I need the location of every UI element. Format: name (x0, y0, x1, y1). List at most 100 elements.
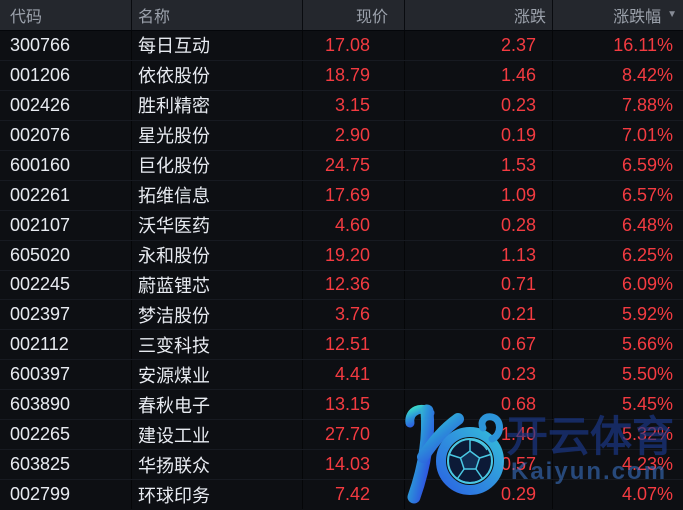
stock-price: 24.75 (303, 150, 405, 180)
header-label: 涨跌 (513, 9, 546, 26)
stock-row[interactable]: 002397 梦洁股份 3.76 0.21 5.92% (0, 300, 683, 331)
stock-code: 001206 (0, 60, 132, 90)
stock-name: 星光股份 (132, 120, 303, 150)
stock-row[interactable]: 002107 沃华医药 4.60 0.28 6.48% (0, 210, 683, 241)
stock-name: 永和股份 (132, 240, 303, 270)
stock-change-pct: 6.25% (621, 244, 673, 265)
stock-row[interactable]: 001206 依依股份 18.79 1.46 8.42% (0, 60, 683, 91)
stock-price: 2.90 (303, 120, 405, 150)
stock-price: 3.15 (303, 90, 405, 120)
stock-change-pct: 5.66% (621, 334, 673, 355)
stock-row[interactable]: 600160 巨化股份 24.75 1.53 6.59% (0, 150, 683, 181)
stock-change: 0.21 (405, 300, 553, 330)
stock-row[interactable]: 002265 建设工业 27.70 1.40 5.32% (0, 420, 683, 451)
stock-row[interactable]: 002261 拓维信息 17.69 1.09 6.57% (0, 180, 683, 211)
stock-change-pct: 4.07% (621, 484, 673, 505)
stock-change: 0.67 (405, 330, 553, 360)
stock-change-pct: 6.59% (621, 154, 673, 175)
stock-change: 0.23 (405, 360, 553, 390)
stock-change: 0.68 (405, 390, 553, 420)
header-label: 代码 (10, 9, 43, 26)
stock-name: 巨化股份 (132, 150, 303, 180)
header-label: 名称 (138, 9, 171, 26)
stock-price: 17.69 (303, 180, 405, 210)
stock-change: 0.19 (405, 120, 553, 150)
stock-change-pct: 7.88% (621, 94, 673, 115)
stock-change-pct: 6.09% (621, 274, 673, 295)
stock-row[interactable]: 300766 每日互动 17.08 2.37 16.11% (0, 31, 683, 61)
stock-name: 华扬联众 (132, 450, 303, 480)
table-body: 300766 每日互动 17.08 2.37 16.11% 001206 依依股… (0, 31, 683, 509)
stock-name: 建设工业 (132, 420, 303, 450)
stock-change: 1.53 (405, 150, 553, 180)
stock-code: 002261 (0, 180, 132, 210)
stock-code: 603825 (0, 450, 132, 480)
stock-change-pct: 5.32% (621, 424, 673, 445)
column-header-name[interactable]: 名称 (132, 0, 303, 30)
stock-name: 三变科技 (132, 330, 303, 360)
stock-code: 002397 (0, 300, 132, 330)
stock-row[interactable]: 600397 安源煤业 4.41 0.23 5.50% (0, 360, 683, 391)
stock-change-pct: 5.50% (621, 364, 673, 385)
stock-code: 002076 (0, 120, 132, 150)
stock-change-pct: 8.42% (621, 64, 673, 85)
stock-code: 600397 (0, 360, 132, 390)
stock-code: 002426 (0, 90, 132, 120)
column-header-pct[interactable]: 涨跌幅 ▼ (553, 0, 683, 30)
table-header: 代码 名称 现价 涨跌 涨跌幅 ▼ (0, 0, 683, 31)
stock-change: 1.46 (405, 60, 553, 90)
stock-row[interactable]: 603890 春秋电子 13.15 0.68 5.45% (0, 390, 683, 421)
stock-change: 1.13 (405, 240, 553, 270)
stock-name: 环球印务 (132, 480, 303, 509)
stock-name: 梦洁股份 (132, 300, 303, 330)
sort-desc-icon: ▼ (667, 9, 677, 20)
stock-change-pct: 6.57% (621, 184, 673, 205)
stock-price: 13.15 (303, 390, 405, 420)
stock-change-pct: 4.23% (621, 454, 673, 475)
stock-change: 1.09 (405, 180, 553, 210)
stock-code: 002112 (0, 330, 132, 360)
stock-code: 002265 (0, 420, 132, 450)
stock-price: 17.08 (303, 31, 405, 60)
stock-change: 2.37 (405, 31, 553, 60)
stock-row[interactable]: 002076 星光股份 2.90 0.19 7.01% (0, 120, 683, 151)
stock-code: 002107 (0, 210, 132, 240)
stock-row[interactable]: 605020 永和股份 19.20 1.13 6.25% (0, 240, 683, 271)
column-header-change[interactable]: 涨跌 (405, 0, 553, 30)
stock-price: 18.79 (303, 60, 405, 90)
stock-row[interactable]: 002426 胜利精密 3.15 0.23 7.88% (0, 90, 683, 121)
stock-name: 春秋电子 (132, 390, 303, 420)
stock-name: 每日互动 (132, 31, 303, 60)
stock-row[interactable]: 002112 三变科技 12.51 0.67 5.66% (0, 330, 683, 361)
stock-row[interactable]: 603825 华扬联众 14.03 0.57 4.23% (0, 450, 683, 481)
stock-price: 3.76 (303, 300, 405, 330)
stock-row[interactable]: 002799 环球印务 7.42 0.29 4.07% (0, 480, 683, 509)
stock-change: 0.71 (405, 270, 553, 300)
stock-name: 蔚蓝锂芯 (132, 270, 303, 300)
stock-price: 12.51 (303, 330, 405, 360)
stock-price: 4.60 (303, 210, 405, 240)
stock-change: 0.28 (405, 210, 553, 240)
header-label: 涨跌幅 (613, 9, 662, 26)
stock-name: 安源煤业 (132, 360, 303, 390)
stock-change-pct: 7.01% (621, 124, 673, 145)
header-label: 现价 (355, 9, 388, 26)
stock-price: 12.36 (303, 270, 405, 300)
stock-code: 300766 (0, 31, 132, 60)
stock-row[interactable]: 002245 蔚蓝锂芯 12.36 0.71 6.09% (0, 270, 683, 301)
stock-price: 19.20 (303, 240, 405, 270)
stock-code: 605020 (0, 240, 132, 270)
stock-change: 0.57 (405, 450, 553, 480)
stock-change-pct: 16.11% (613, 34, 673, 55)
column-header-code[interactable]: 代码 (0, 0, 132, 30)
stock-price: 14.03 (303, 450, 405, 480)
column-header-price[interactable]: 现价 (303, 0, 405, 30)
stock-name: 拓维信息 (132, 180, 303, 210)
stock-price: 7.42 (303, 480, 405, 509)
stock-change: 1.40 (405, 420, 553, 450)
stock-change-pct: 5.45% (621, 394, 673, 415)
stock-name: 胜利精密 (132, 90, 303, 120)
stock-name: 沃华医药 (132, 210, 303, 240)
stock-price: 27.70 (303, 420, 405, 450)
